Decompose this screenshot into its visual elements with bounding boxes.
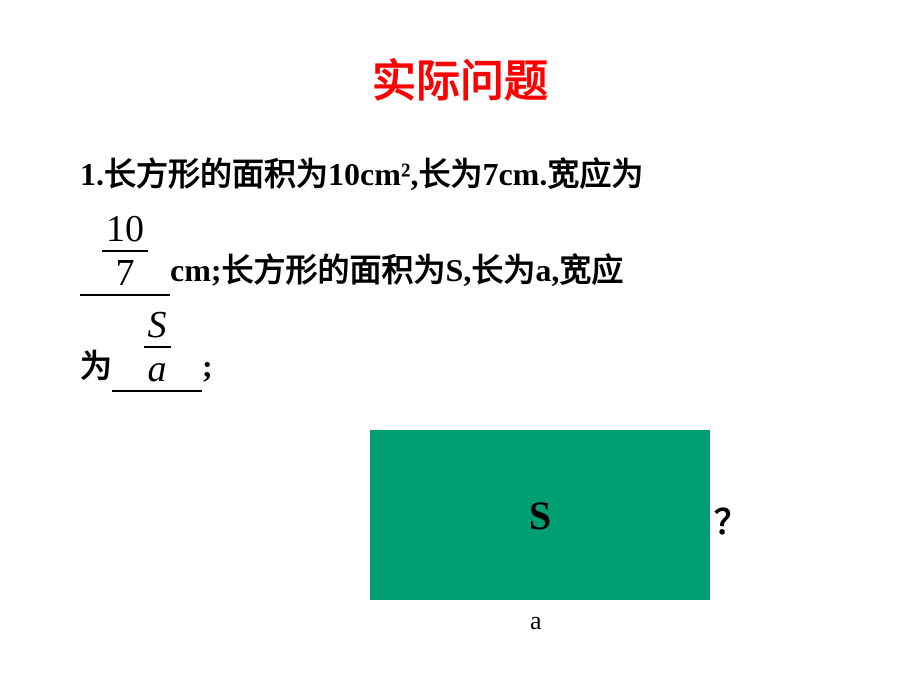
blank-1: 10 7 [80, 210, 170, 296]
rectangle-diagram: S ？ a [370, 430, 710, 600]
page-title: 实际问题 [50, 45, 870, 109]
line3-before: 为 [80, 341, 112, 392]
problem-line-3: 为 S a ; [80, 306, 870, 392]
fraction-2-den: a [144, 348, 171, 388]
line3-after: ; [202, 341, 213, 392]
fraction-1: 10 7 [102, 210, 148, 292]
line2-text: cm;长方形的面积为S,长为a,宽应 [170, 245, 623, 296]
rectangle-length-label: a [530, 606, 542, 636]
rectangle-width-label: ？ [714, 495, 748, 544]
fraction-1-den: 7 [112, 252, 139, 292]
rectangle-area-label: S [529, 492, 551, 539]
blank-2: S a [112, 306, 202, 392]
fraction-1-num: 10 [102, 210, 148, 250]
problem-line-1: 1.长方形的面积为10cm²,长为7cm.宽应为 [80, 149, 870, 200]
fraction-2: S a [144, 306, 171, 388]
rectangle: S [370, 430, 710, 600]
problem-line-2: 10 7 cm;长方形的面积为S,长为a,宽应 [80, 210, 870, 296]
fraction-2-num: S [144, 306, 171, 346]
slide: 实际问题 1.长方形的面积为10cm²,长为7cm.宽应为 10 7 cm;长方… [0, 0, 920, 690]
